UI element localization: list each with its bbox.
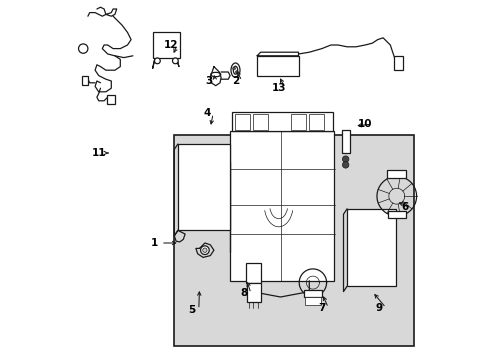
Circle shape — [203, 248, 206, 252]
Circle shape — [232, 67, 235, 70]
Text: 7: 7 — [318, 303, 325, 313]
Text: 9: 9 — [375, 303, 382, 313]
Text: 8: 8 — [241, 288, 247, 298]
Bar — [178, 144, 230, 230]
Circle shape — [235, 71, 238, 73]
Bar — [309, 114, 323, 130]
Text: 11: 11 — [91, 148, 106, 158]
Text: 5: 5 — [188, 305, 196, 315]
Bar — [387, 211, 405, 218]
Bar — [230, 131, 334, 281]
Bar — [235, 114, 249, 130]
Circle shape — [172, 58, 178, 64]
Bar — [346, 209, 395, 286]
Circle shape — [342, 156, 348, 162]
Bar — [174, 135, 413, 346]
Ellipse shape — [233, 66, 237, 74]
Bar — [107, 95, 115, 104]
Text: 12: 12 — [163, 40, 178, 50]
Bar — [305, 297, 320, 305]
Circle shape — [342, 162, 348, 168]
Circle shape — [79, 44, 88, 53]
Bar — [81, 76, 88, 85]
Circle shape — [154, 58, 160, 64]
Bar — [291, 114, 305, 130]
Text: 3: 3 — [204, 76, 212, 86]
Text: 6: 6 — [400, 202, 407, 212]
Text: 10: 10 — [357, 119, 371, 129]
Bar — [246, 263, 261, 283]
Bar — [386, 170, 406, 178]
Circle shape — [200, 246, 209, 255]
Text: 4: 4 — [203, 108, 210, 118]
Text: 1: 1 — [151, 238, 158, 248]
Ellipse shape — [230, 63, 240, 77]
Bar — [246, 283, 260, 302]
Text: 13: 13 — [271, 83, 285, 93]
Text: 2: 2 — [231, 76, 239, 86]
Bar — [152, 32, 179, 58]
Bar — [257, 56, 298, 76]
Bar — [231, 112, 332, 131]
Bar — [253, 114, 267, 130]
Bar — [393, 56, 402, 70]
Bar — [303, 290, 321, 297]
Bar — [341, 130, 349, 153]
